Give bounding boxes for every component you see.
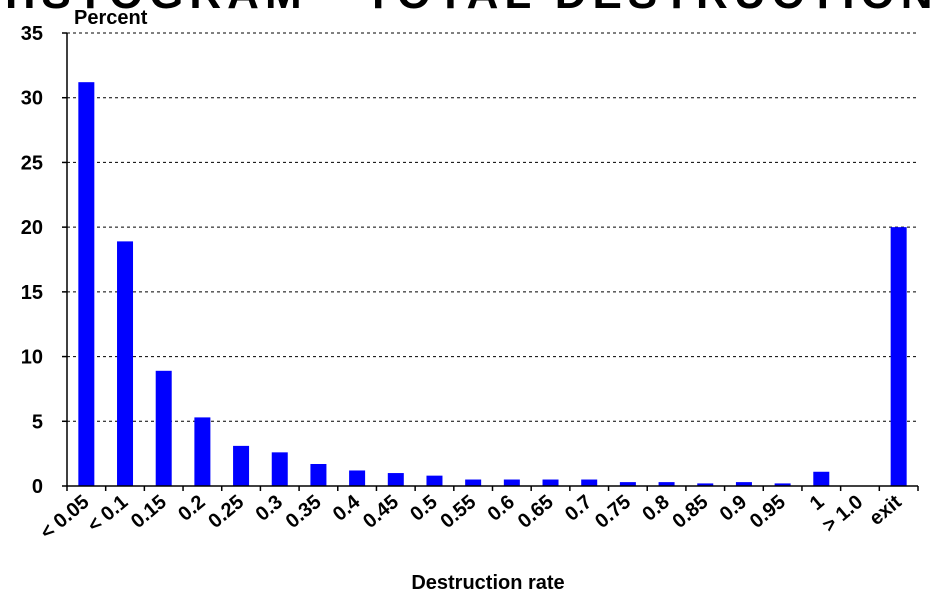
bar: [310, 463, 327, 486]
x-tick-label: 0.35: [282, 491, 326, 533]
x-tick-label: 0.2: [174, 491, 209, 526]
x-tick-label: < 0.1: [84, 491, 133, 537]
x-tick-label: > 1.0: [819, 491, 868, 537]
x-tick-label: 1: [806, 491, 829, 515]
bars-group: [78, 82, 907, 486]
x-axis-title: Destruction rate: [411, 572, 564, 594]
bar: [658, 482, 675, 486]
x-tick-label: < 0.05: [36, 491, 93, 544]
y-tick-label: 5: [32, 411, 43, 433]
bar: [426, 475, 443, 486]
bar: [387, 473, 404, 486]
x-tick-label: exit: [865, 491, 906, 530]
x-tick-label: 0.3: [252, 491, 287, 526]
x-tick-label: 0.15: [127, 491, 171, 533]
bar: [194, 417, 211, 486]
bar: [619, 482, 636, 486]
bar: [465, 479, 482, 486]
bar: [774, 483, 791, 486]
y-tick-label: 30: [21, 88, 43, 110]
x-tick-label: 0.65: [514, 491, 558, 533]
x-tick-label: 0.7: [561, 491, 596, 526]
bar: [233, 445, 250, 486]
bar: [735, 482, 752, 486]
x-tick-label: 0.4: [329, 490, 365, 525]
y-tick-label: 35: [21, 23, 43, 45]
bar: [117, 241, 134, 486]
y-tick-label: 0: [32, 476, 43, 498]
y-tick-label: 10: [21, 347, 43, 369]
bar: [78, 82, 95, 486]
bar: [271, 452, 288, 486]
x-tick-label: 0.85: [668, 491, 712, 533]
x-tick-label: 0.75: [591, 491, 635, 533]
x-tick-labels: < 0.05< 0.10.15 0.20.25 0.30.35 0.40.45 0.50…: [36, 490, 906, 544]
grid-lines: [67, 32, 918, 422]
x-tick-label: 0.8: [638, 491, 673, 526]
x-tick-label: 0.95: [746, 491, 790, 533]
x-tick-label: 0.45: [359, 491, 403, 533]
bar: [581, 479, 598, 486]
bar: [349, 470, 366, 486]
bar: [155, 370, 172, 486]
y-tick-label: 20: [21, 217, 43, 239]
x-tick-label: 0.55: [436, 491, 480, 533]
bar: [542, 479, 559, 486]
y-tick-label: 25: [21, 152, 43, 174]
y-tick-label: 15: [21, 282, 43, 304]
x-tick-label: 0.9: [716, 491, 751, 526]
y-axis-title: Percent: [74, 7, 148, 29]
x-tick-label: 0.5: [406, 491, 441, 526]
bar: [503, 479, 520, 486]
bar: [890, 227, 907, 486]
x-tick-label: 0.6: [484, 491, 519, 526]
bar: [813, 471, 830, 486]
bar: [697, 483, 714, 486]
banner-title: HISTOGRAM - TOTAL DESTRUCTION: [0, 0, 935, 18]
x-tick-label: 0.25: [204, 491, 248, 533]
axes-group: [62, 32, 919, 491]
y-tick-labels: 0 5 10 15 20 25 30 35: [21, 23, 43, 498]
